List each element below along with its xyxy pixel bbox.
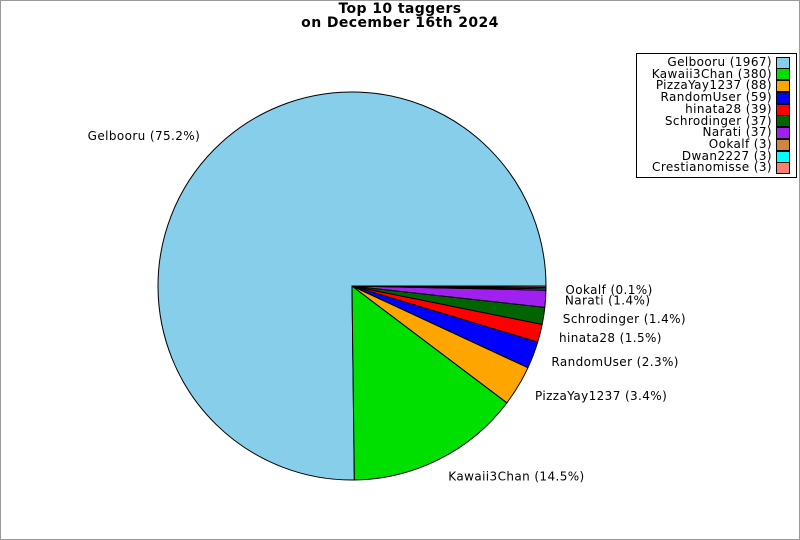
legend-label: Gelbooru (1967) [667, 55, 772, 69]
legend-label: Schrodinger (37) [664, 113, 772, 128]
legend-item-kawaii3chan: Kawaii3Chan (380) [641, 66, 790, 81]
legend-swatch [776, 115, 790, 128]
legend-swatch [776, 56, 790, 69]
legend-label: PizzaYay1237 (88) [655, 78, 772, 93]
legend-item-narati: Narati (37) [641, 125, 790, 140]
legend-item-schrodinger: Schrodinger (37) [641, 113, 790, 128]
chart-title-line2: on December 16th 2024 [301, 14, 499, 31]
legend-swatch [776, 127, 790, 140]
pie-label-hinata28: hinata28 (1.5%) [559, 331, 662, 345]
pie-label-randomuser: RandomUser (2.3%) [551, 355, 679, 369]
legend-swatch [776, 150, 790, 163]
pie-label-gelbooru: Gelbooru (75.2%) [88, 129, 201, 143]
legend-item-gelbooru: Gelbooru (1967) [641, 55, 790, 69]
legend-label: Ookalf (3) [708, 137, 772, 152]
legend-swatch [776, 162, 790, 175]
legend-item-dwan2227: Dwan2227 (3) [641, 148, 790, 163]
pie-label-kawaii3chan: Kawaii3Chan (14.5%) [448, 470, 584, 484]
legend-label: hinata28 (39) [685, 101, 772, 116]
legend-item-hinata28: hinata28 (39) [641, 101, 790, 116]
legend: Gelbooru (1967) Kawaii3Chan (380) PizzaYay… [636, 53, 797, 178]
legend-item-ookalf: Ookalf (3) [641, 137, 790, 152]
pie-label-schrodinger: Schrodinger (1.4%) [563, 312, 686, 326]
legend-item-crestianomisse: Crestianomisse (3) [641, 160, 790, 175]
legend-swatch [776, 91, 790, 104]
legend-swatch [776, 138, 790, 151]
chart-title-line1: Top 10 taggers [338, 1, 462, 17]
legend-swatch [776, 68, 790, 81]
legend-swatch [776, 80, 790, 93]
legend-item-pizzayay1237: PizzaYay1237 (88) [641, 78, 790, 93]
legend-item-randomuser: RandomUser (59) [641, 90, 790, 105]
pie-slice-kawaii3chan [351, 285, 508, 481]
pie-slice-crestianomisse [351, 285, 547, 288]
legend-label: Kawaii3Chan (380) [651, 66, 772, 81]
legend-label: Narati (37) [702, 125, 772, 140]
legend-swatch [776, 103, 790, 116]
legend-label: RandomUser (59) [660, 90, 772, 105]
pie-label-pizzayay1237: PizzaYay1237 (3.4%) [535, 389, 667, 403]
pie-label-narati: Narati (1.4%) [565, 293, 651, 307]
pie-label-ookalf: Ookalf (0.1%) [565, 283, 652, 297]
chart-title: Top 10 taggers on December 16th 2024 [1, 1, 799, 31]
pie-slice-gelbooru [157, 91, 547, 481]
legend-label: Dwan2227 (3) [681, 148, 772, 163]
legend-label: Crestianomisse (3) [652, 160, 772, 175]
